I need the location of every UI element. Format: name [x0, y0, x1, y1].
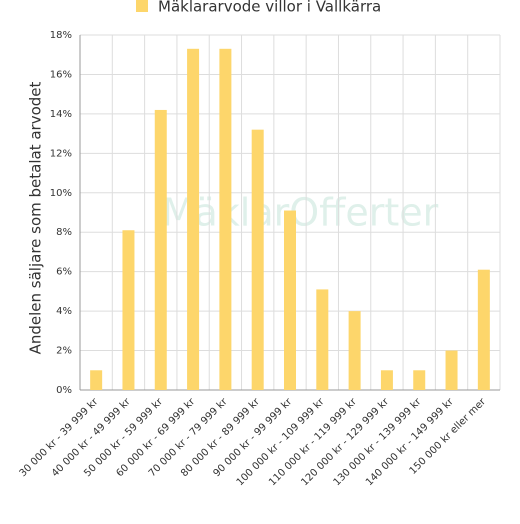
bar	[90, 370, 103, 390]
bar	[413, 370, 426, 390]
bar	[251, 129, 264, 390]
y-tick-label: 10%	[50, 188, 72, 199]
bar	[445, 350, 458, 390]
y-tick-label: 18%	[50, 30, 72, 41]
y-tick-label: 6%	[56, 267, 72, 278]
y-tick-label: 0%	[56, 385, 72, 396]
y-tick-label: 12%	[50, 148, 72, 159]
bar	[380, 370, 393, 390]
bar	[316, 289, 329, 390]
bar	[122, 230, 135, 390]
y-tick-label: 2%	[56, 346, 72, 357]
bar	[219, 48, 232, 391]
y-tick-label: 14%	[50, 109, 72, 120]
bar	[348, 311, 361, 390]
legend-swatch	[136, 0, 148, 12]
y-tick-label: 4%	[56, 306, 72, 317]
y-tick-label: 8%	[56, 227, 72, 238]
watermark: MäklarOfferter	[162, 191, 439, 235]
bar	[284, 210, 296, 390]
legend-label: Mäklararvode villor i Vallkärra	[158, 0, 381, 16]
bar	[477, 269, 490, 390]
y-tick-label: 16%	[50, 69, 72, 80]
bar	[154, 109, 167, 390]
y-axis-label: Andelen säljare som betalat arvodet	[27, 81, 45, 354]
bar	[187, 48, 200, 391]
